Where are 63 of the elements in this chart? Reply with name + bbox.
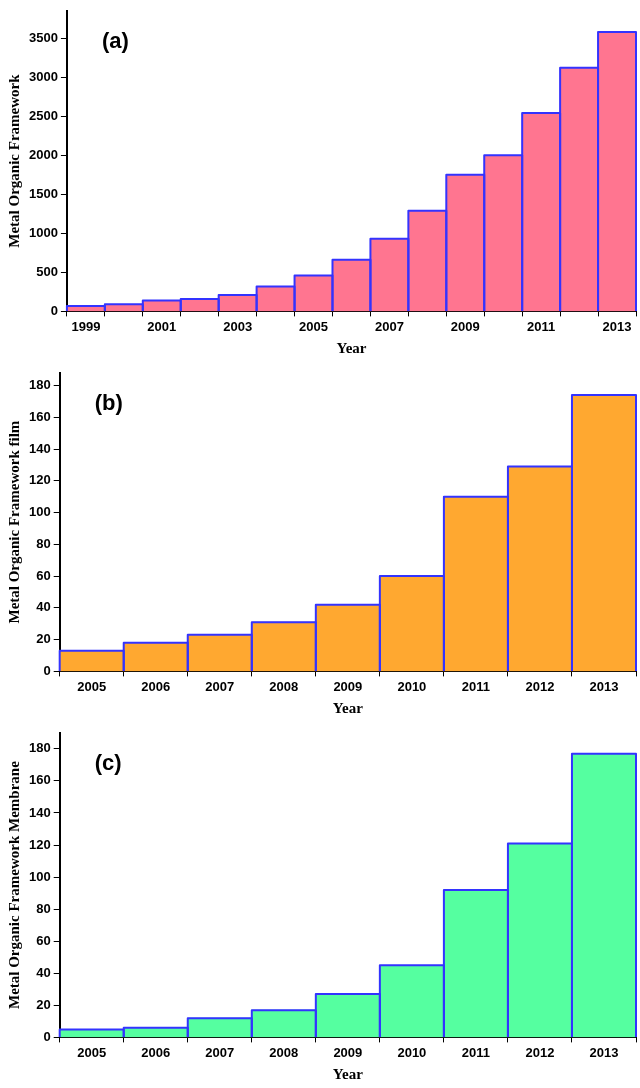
x-tick-label: 2011 <box>527 318 556 334</box>
y-tick-label: 2500 <box>29 107 58 123</box>
y-tick-label: 140 <box>28 440 51 456</box>
y-tick-label: 60 <box>36 567 51 583</box>
y-tick-label: 20 <box>36 996 51 1012</box>
x-tick-label: 2013 <box>602 318 632 334</box>
y-tick-label: 160 <box>28 772 51 788</box>
x-tick-label: 2012 <box>525 1044 555 1060</box>
x-tick-label: 2001 <box>147 318 177 334</box>
y-axis-title: Metal Organic Framework <box>5 73 22 248</box>
x-tick-label: 2007 <box>374 318 404 334</box>
y-tick-label: 180 <box>28 740 51 756</box>
x-tick-label: 2010 <box>397 1044 427 1060</box>
y-axis-title: Metal Organic Framework Membrane <box>5 760 22 1010</box>
x-tick-label: 2009 <box>333 678 363 694</box>
y-tick-label: 2000 <box>29 146 58 162</box>
x-tick-label: 2007 <box>205 1044 235 1060</box>
x-tick-label: 2006 <box>141 1044 171 1060</box>
y-tick-label: 40 <box>36 964 51 980</box>
x-tick-label: 2011 <box>461 1044 491 1060</box>
y-tick-label: 40 <box>36 599 51 615</box>
y-tick-label: 3500 <box>29 29 58 45</box>
y-tick-label: 180 <box>28 377 51 393</box>
y-tick-label: 120 <box>28 836 51 852</box>
annotation: (b) <box>94 389 123 415</box>
y-tick-label: 80 <box>36 535 51 551</box>
x-tick-label: 2005 <box>77 1044 107 1060</box>
x-tick-label: 1999 <box>71 318 101 334</box>
y-tick-label: 1500 <box>29 185 58 201</box>
x-tick-label: 2013 <box>589 678 619 694</box>
x-tick-label: 2008 <box>269 678 299 694</box>
y-tick-label: 1000 <box>29 224 58 240</box>
x-tick-label: 2011 <box>461 678 491 694</box>
y-axis-title: Metal Organic Framework film <box>5 420 22 624</box>
x-tick-label: 2007 <box>205 678 235 694</box>
x-tick-label: 2012 <box>525 678 555 694</box>
x-tick-label: 2005 <box>77 678 107 694</box>
y-tick-label: 60 <box>36 932 51 948</box>
y-tick-label: 0 <box>43 662 51 678</box>
y-tick-label: 20 <box>36 631 51 647</box>
y-tick-label: 500 <box>36 263 58 279</box>
x-tick-label: 2005 <box>299 318 328 334</box>
x-tick-label: 2013 <box>589 1044 619 1060</box>
x-tick-label: 2009 <box>450 318 480 334</box>
y-tick-label: 80 <box>36 900 51 916</box>
x-tick-label: 2008 <box>269 1044 299 1060</box>
y-tick-label: 160 <box>28 408 51 424</box>
y-tick-label: 3000 <box>29 68 58 84</box>
annotation: (c) <box>94 749 122 775</box>
x-axis-title: Year <box>336 339 367 356</box>
y-tick-label: 100 <box>28 868 51 884</box>
x-axis-title: Year <box>332 699 364 716</box>
x-tick-label: 2009 <box>333 1044 363 1060</box>
x-tick-label: 2006 <box>141 678 171 694</box>
y-tick-label: 120 <box>28 472 51 488</box>
x-tick-label: 2003 <box>223 318 253 334</box>
x-tick-label: 2010 <box>397 678 427 694</box>
y-tick-label: 0 <box>50 302 58 318</box>
y-tick-label: 0 <box>43 1028 51 1044</box>
annotation: (a) <box>101 27 129 53</box>
y-tick-label: 140 <box>28 804 51 820</box>
y-tick-label: 100 <box>28 504 51 520</box>
x-axis-title: Year <box>332 1065 364 1082</box>
